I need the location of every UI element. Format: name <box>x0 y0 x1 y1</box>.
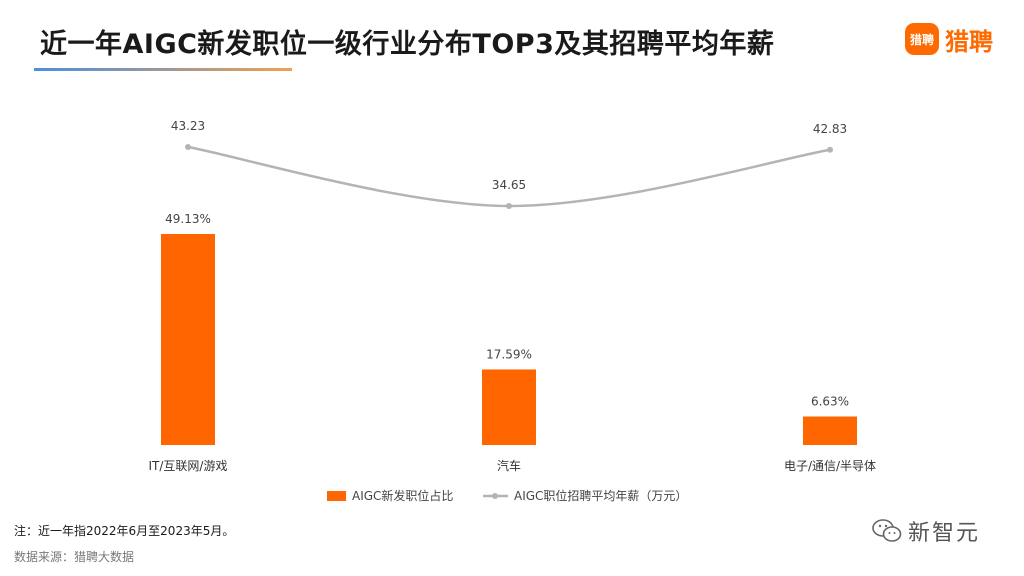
line-point <box>185 144 191 150</box>
x-tick-label: 电子/通信/半导体 <box>784 459 876 473</box>
bar-value-label: 6.63% <box>811 395 849 409</box>
x-tick-label: IT/互联网/游戏 <box>149 459 228 473</box>
salary-line <box>187 145 831 208</box>
watermark: 新智元 <box>872 516 980 546</box>
data-source: 数据来源：猎聘大数据 <box>14 550 135 564</box>
liepin-logo-icon: 猎聘 <box>905 23 939 55</box>
line-value-label: 43.23 <box>171 119 205 133</box>
bar-value-label: 49.13% <box>165 212 211 226</box>
x-tick-label: 汽车 <box>497 458 521 473</box>
brand-name: 猎聘 <box>945 27 993 56</box>
legend-line-marker <box>492 493 498 499</box>
bar-value-label: 17.59% <box>486 347 532 361</box>
watermark-text: 新智元 <box>908 521 981 546</box>
wechat-icon <box>872 519 902 542</box>
line-value-label: 34.65 <box>492 178 526 192</box>
legend-line-label: AIGC职位招聘平均年薪（万元） <box>514 488 687 503</box>
title-underline <box>34 68 292 71</box>
line-point <box>827 146 833 153</box>
brand-logo: 猎聘 猎聘 <box>905 20 993 58</box>
bar <box>161 234 215 445</box>
line-point <box>506 203 512 209</box>
bar <box>803 416 857 445</box>
legend-bar-label: AIGC新发职位占比 <box>352 488 453 503</box>
page-title: 近一年AIGC新发职位一级行业分布TOP3及其招聘平均年薪 <box>40 29 775 60</box>
footnote: 注：近一年指2022年6月至2023年5月。 <box>14 524 235 538</box>
bar <box>482 369 536 445</box>
line-value-label: 42.83 <box>813 122 847 136</box>
legend-bar-swatch <box>327 491 346 501</box>
